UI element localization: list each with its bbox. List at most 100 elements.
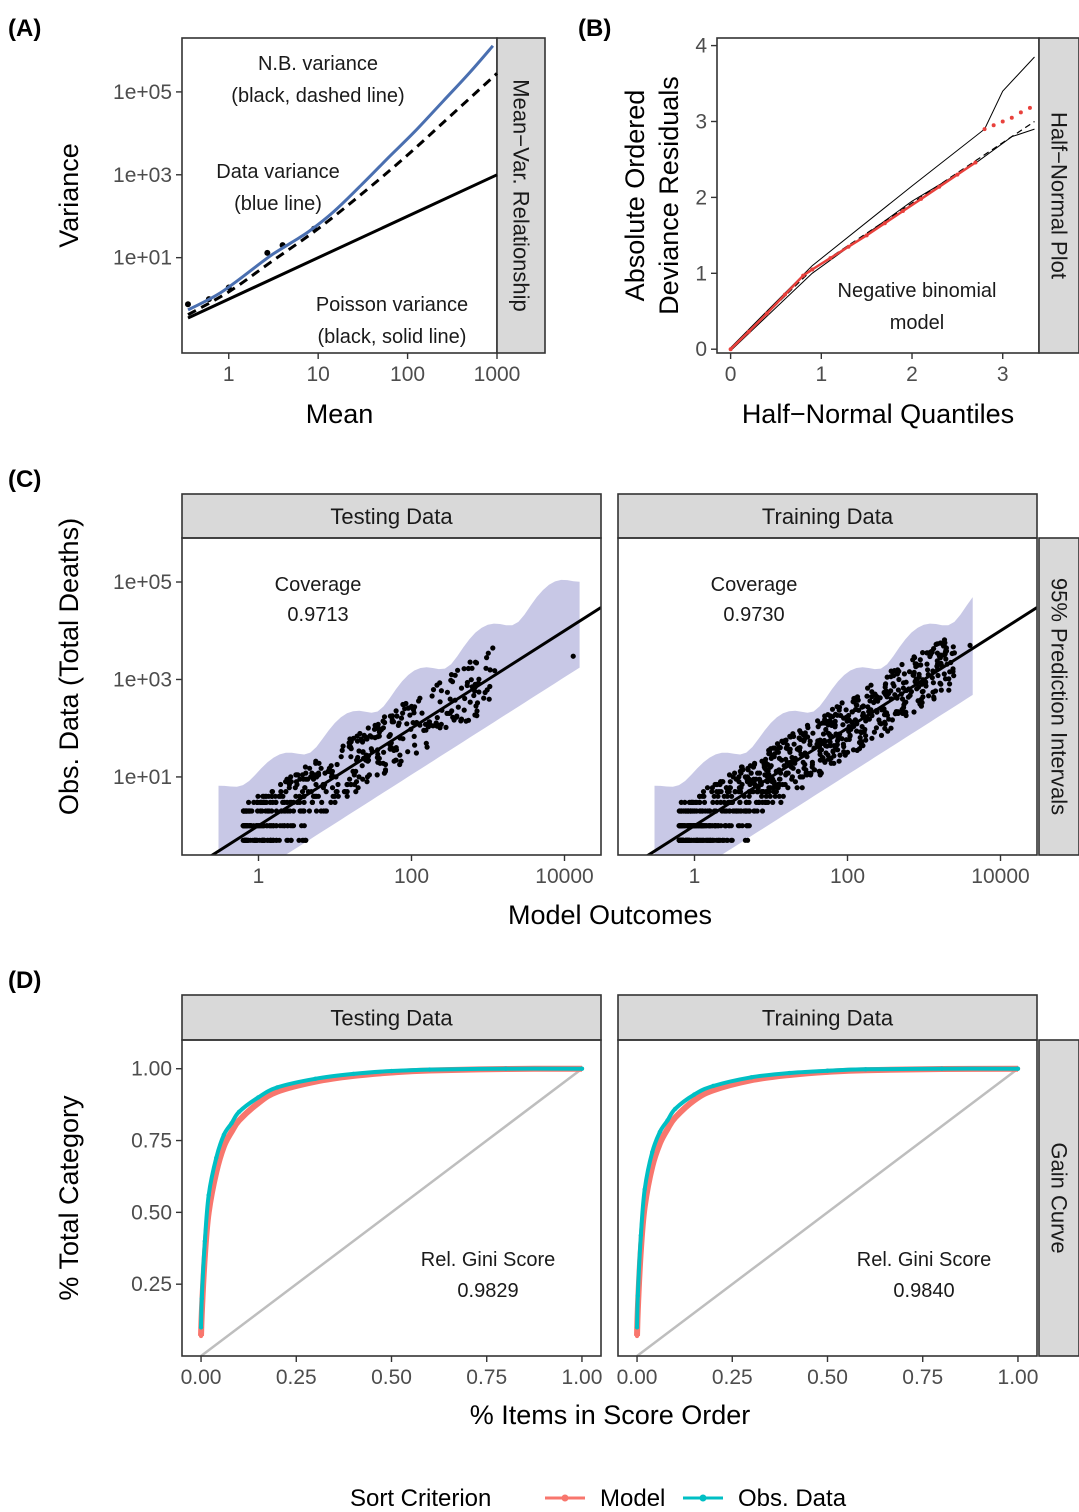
- panel-a-strip-label: Mean−Var. Relationship: [509, 79, 534, 312]
- panel-c-testing-data-point: [334, 761, 340, 768]
- panel-a-y-tick-label-0: 1e+01: [113, 247, 172, 270]
- panel-c-training-data-point: [886, 689, 892, 695]
- panel-d-training-data-series-obs-data-point-9: [711, 1083, 716, 1089]
- panel-c-training-data-point: [742, 808, 749, 814]
- panel-c-training-data-strip-bg: [617, 493, 1038, 539]
- panel-c-testing-data-point: [434, 715, 440, 721]
- panel-c-testing-data-point: [394, 713, 400, 719]
- panel-c-training-data-point: [711, 793, 717, 799]
- panel-d-testing-data-x-tick-label-3: 0.75: [466, 1366, 507, 1389]
- panel-c-testing-data-point: [246, 799, 252, 806]
- panel-c-training-data-point: [926, 693, 932, 699]
- panel-c-testing-data-point: [426, 719, 433, 725]
- panel-c-training-data-point: [903, 712, 909, 719]
- panel-c-training-data-point: [865, 685, 871, 691]
- panel-c-training-data-point: [889, 717, 896, 723]
- panel-b-residual-point-19: [1018, 110, 1023, 115]
- panel-c-testing-data-point: [455, 704, 461, 710]
- panel-b-strip-label: Half−Normal Plot: [1047, 112, 1072, 279]
- panel-c-testing-data-point: [360, 749, 366, 755]
- panel-d-testing-data-frame: [181, 1039, 602, 1357]
- panel-c-testing-data-point: [447, 696, 453, 702]
- panel-b-envelope-lower: [730, 128, 1035, 352]
- panel-d-testing-data-series-obs-data-point-12: [389, 1068, 394, 1074]
- panel-c-testing-data-point: [255, 793, 261, 799]
- panel-d-testing-data-annotation-line-0: Rel. Gini Score: [421, 1249, 556, 1271]
- panel-c-training-data-point: [721, 799, 727, 806]
- panel-c-testing-data-point: [365, 725, 371, 731]
- panel-c-testing-data-point: [299, 789, 306, 795]
- panel-c-testing-data-point: [316, 760, 322, 766]
- panel-c-training-data-point: [857, 729, 864, 735]
- panel-c-training-data-annotation-line-0: Coverage: [711, 574, 798, 596]
- panel-c-testing-data-point: [423, 727, 429, 733]
- panel-c-testing-data-point: [276, 837, 282, 843]
- panel-c-training-data-point: [707, 808, 713, 814]
- panel-a-annotation-data-line-1: (blue line): [234, 193, 322, 215]
- panel-c-training-data-point: [746, 799, 752, 806]
- panel-c-testing-data-annotation-line-0: Coverage: [275, 574, 362, 596]
- panel-b-residual-point-7: [846, 244, 851, 249]
- panel-c-training-data-point: [914, 686, 920, 692]
- panel-c-testing-data-point: [285, 823, 291, 829]
- panel-c-training-data-point: [794, 746, 800, 752]
- panel-d-y-title: % Total Category: [54, 1095, 84, 1301]
- panel-c-testing-data-point: [486, 696, 492, 702]
- panel-c-testing-data-x-tick-label-1: 100: [394, 865, 429, 888]
- panel-c-training-data-point: [829, 706, 836, 712]
- panel-c-training-data-point: [771, 789, 777, 795]
- panel-c-training-data-point: [766, 751, 772, 757]
- panel-c-testing-data-point: [296, 837, 302, 843]
- panel-c-testing-data-point: [393, 708, 399, 714]
- panel-a-mean-variance: Mean−Var. Relationship 1 10 100 1000 1e+01 1e+…: [54, 37, 546, 429]
- panel-c-training-data-point: [823, 726, 829, 733]
- panel-c-testing-data-x-tick-label-2: 10000: [535, 865, 593, 888]
- panel-d-training-data-plot-area: [634, 1065, 1021, 1356]
- panel-c-training-data-point: [776, 776, 783, 782]
- panel-b-annotation-line-0: Negative binomial: [838, 280, 997, 302]
- panel-c-testing-data-point: [374, 772, 380, 778]
- panel-d-training-data-series-model-point-8: [691, 1098, 697, 1103]
- panel-d-testing-data-series-obs-data-point-1: [199, 1296, 205, 1301]
- panel-c-training-data-point: [822, 713, 828, 719]
- panel-c-testing-data-point: [430, 687, 437, 693]
- panel-c-y-title: Obs. Data (Total Deaths): [54, 518, 84, 815]
- panel-c-testing-data-point: [288, 779, 294, 785]
- panel-c-prediction-intervals: Testing Data 1 100 10000 Coverage 0.9713 Train…: [54, 493, 1079, 930]
- panel-c-training-data-point: [701, 799, 708, 806]
- panel-c-training-data-strip-label: Training Data: [762, 504, 894, 529]
- panel-c-training-data-point: [791, 741, 797, 747]
- panel-c-training-data-point: [863, 717, 869, 723]
- panel-d-testing-data-series-obs-data-point-2: [202, 1238, 208, 1244]
- panel-c-training-data-point: [917, 657, 923, 663]
- panel-d-training-data-x-tick-label-4: 1.00: [998, 1366, 1039, 1389]
- panel-c-testing-data-point: [286, 785, 292, 791]
- panel-c-testing-data-point: [365, 758, 371, 764]
- panel-c-training-data-point: [931, 694, 937, 700]
- panel-d-training-data-series-model: [634, 1065, 1019, 1337]
- panel-d-training-data-annotation-line-0: Rel. Gini Score: [857, 1249, 992, 1271]
- panel-c-training-data-point: [762, 772, 768, 778]
- panel-c-training-data-point: [776, 755, 783, 762]
- panel-d-y-tick-label-1: 0.50: [131, 1201, 172, 1224]
- panel-b-half-normal: Half−Normal Plot 0 1 2 3 0 1 2 3 4 Half−Normal Qua…: [620, 35, 1079, 429]
- panel-letter-a: (A): [8, 15, 41, 42]
- panel-c-training-data-point: [778, 799, 784, 806]
- panel-c-training-data-point: [726, 808, 733, 814]
- panel-c-testing-data-point: [259, 799, 265, 806]
- panel-c-training-data-point: [679, 823, 685, 829]
- panel-c-training-data-point: [817, 772, 823, 778]
- panel-c-training-data-identity-line: [645, 606, 1037, 855]
- panel-b-envelope-mean: [730, 121, 1035, 350]
- legend-swatch-obs-data-dot: [699, 1494, 707, 1502]
- panel-a-annotation-data-line-0: Data variance: [216, 161, 339, 183]
- panel-d-training-data-series-obs-data-point-12: [825, 1068, 830, 1073]
- panel-c-training-data-point: [707, 837, 713, 843]
- panel-c-testing-data-point: [452, 672, 458, 678]
- panel-c-training-data-point: [803, 770, 809, 776]
- panel-c-testing-data-point: [471, 692, 477, 699]
- panel-b-residual-point-1: [746, 329, 751, 334]
- panel-c-training-data-point: [756, 799, 762, 806]
- panel-c-training-data-point: [809, 759, 816, 765]
- panel-b-residual-point-4: [801, 273, 806, 278]
